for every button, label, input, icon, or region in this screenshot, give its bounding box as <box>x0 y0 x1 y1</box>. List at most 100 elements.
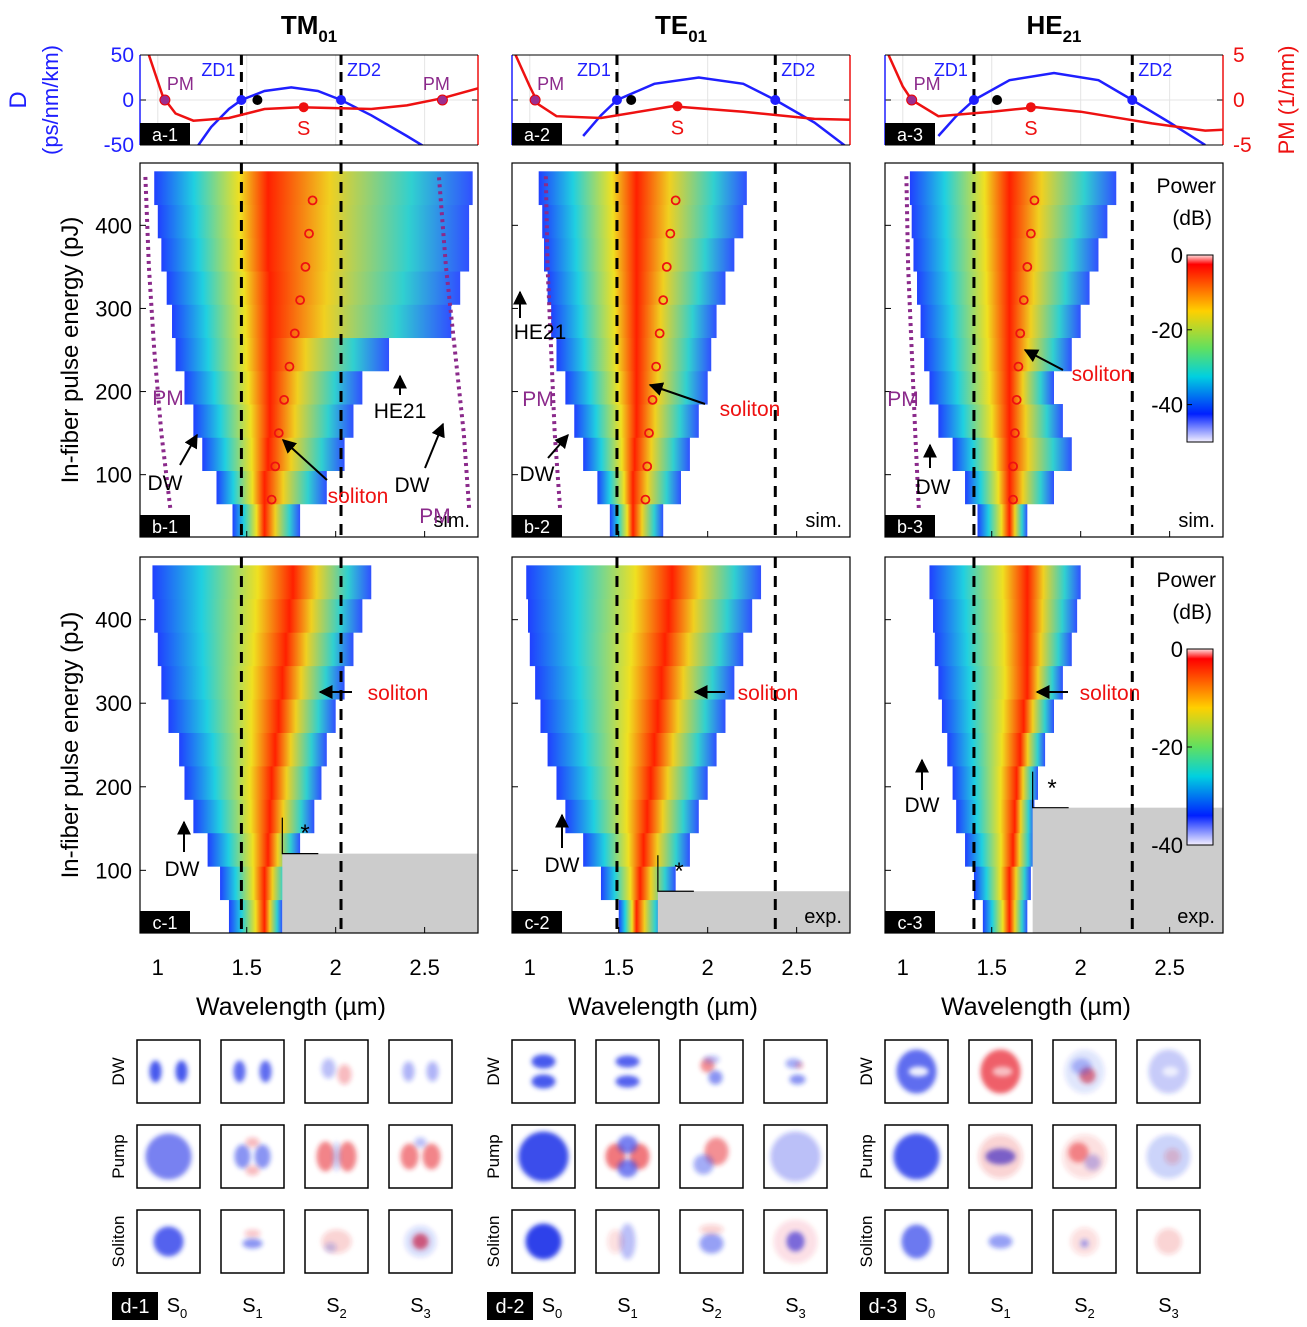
spectrum-row <box>154 171 472 205</box>
stokes-param-sub: 1 <box>256 1306 263 1321</box>
column-title-sub: 21 <box>1063 27 1082 46</box>
spectrum-row <box>535 666 734 700</box>
zd-label: ZD2 <box>1138 60 1172 80</box>
stokes-param-main: S <box>785 1295 798 1317</box>
annotation: DW <box>905 794 940 817</box>
zd-point <box>1127 95 1137 105</box>
y-axis-label-unit: (ps/nm/km) <box>38 45 63 155</box>
stokes-param-main: S <box>1158 1295 1171 1317</box>
y-axis-label: D <box>5 91 32 108</box>
stokes-param: S1 <box>990 1295 1011 1321</box>
annotation: PM <box>152 387 184 410</box>
stokes-image <box>305 1125 368 1188</box>
stokes-param: S3 <box>785 1295 806 1321</box>
stokes-row-label: DW <box>109 1057 128 1085</box>
spectrum-row <box>912 205 1108 239</box>
stokes-image <box>512 1040 575 1103</box>
curve <box>193 87 433 152</box>
panel-note: exp. <box>804 906 842 928</box>
s-point <box>1026 102 1036 112</box>
colorbar-title: Power <box>1156 569 1216 592</box>
x-tick-label: 2.5 <box>1154 955 1185 980</box>
spectrum-row <box>938 404 1063 438</box>
spectrum-row <box>548 732 717 766</box>
annotation: * <box>300 820 309 847</box>
colorbar-unit: (dB) <box>1172 601 1212 624</box>
spectrum-row <box>947 732 1045 766</box>
y-tick-label: 300 <box>95 691 132 716</box>
spectrum-row <box>942 699 1054 733</box>
stokes-image <box>221 1125 284 1188</box>
spectrum-row <box>158 632 354 666</box>
stokes-param: S2 <box>701 1295 722 1321</box>
annotation: soliton <box>738 682 799 705</box>
x-axis-label: Wavelength (µm) <box>568 993 758 1021</box>
spectrum-row <box>556 338 711 372</box>
spectrum-row <box>929 565 1080 599</box>
y-tick-label: 50 <box>111 44 134 67</box>
spectrum-row <box>978 504 1028 538</box>
stokes-image <box>596 1125 659 1188</box>
spectrum-row <box>176 338 389 372</box>
panel-label: c-2 <box>524 913 549 933</box>
spectrum-row <box>565 371 707 405</box>
stokes-image <box>512 1125 575 1188</box>
annotation-arrow <box>180 435 197 465</box>
stokes-image <box>969 1040 1032 1103</box>
x-tick-label: 1.5 <box>976 955 1007 980</box>
x-tick-label: 1 <box>524 955 536 980</box>
spectrum-row <box>530 632 743 666</box>
spectrum-row <box>917 271 1090 305</box>
x-tick-label: 1 <box>897 955 909 980</box>
panel-label: b-3 <box>897 517 923 537</box>
zd-label: ZD1 <box>577 60 611 80</box>
pump-point <box>992 95 1002 105</box>
s-point <box>299 102 309 112</box>
spectrum-row <box>184 371 362 405</box>
y-tick-label: 200 <box>95 775 132 800</box>
stokes-param-sub: 3 <box>799 1306 806 1321</box>
spectrum-row <box>193 404 353 438</box>
x-tick-label: 2 <box>1075 955 1087 980</box>
stokes-row-label: DW <box>484 1057 503 1085</box>
stokes-param-main: S <box>990 1295 1003 1317</box>
stokes-image <box>305 1210 368 1273</box>
spectrum-row <box>161 238 469 272</box>
stokes-param-main: S <box>326 1295 339 1317</box>
stokes-image <box>680 1040 743 1103</box>
spectrum-row <box>597 471 681 505</box>
s-point <box>672 101 682 111</box>
stokes-image <box>1053 1210 1116 1273</box>
spectrum-row <box>528 599 752 633</box>
stokes-image <box>969 1125 1032 1188</box>
column-title: TE01 <box>655 10 707 46</box>
colorbar-tick-label: -20 <box>1151 735 1183 760</box>
spectrum-row <box>574 404 699 438</box>
colorbar-tick-label: 0 <box>1171 243 1183 268</box>
stokes-image <box>137 1040 200 1103</box>
panel-note: sim. <box>805 510 842 532</box>
stokes-image <box>389 1040 452 1103</box>
group-label: d-3 <box>869 1296 898 1318</box>
spectrum-row <box>216 471 326 505</box>
colorbar-tick-label: -40 <box>1151 833 1183 858</box>
panel-label: a-2 <box>524 125 550 145</box>
column-title: HE21 <box>1027 10 1082 46</box>
zd-label: ZD2 <box>781 60 815 80</box>
spectrum-row <box>542 205 743 239</box>
spectrum-row <box>910 171 1116 205</box>
annotation: DW <box>165 858 200 881</box>
spectrum-row <box>168 699 335 733</box>
stokes-image <box>596 1040 659 1103</box>
panel-label: b-1 <box>152 517 178 537</box>
y-axis-label: In-fiber pulse energy (pJ) <box>57 217 84 484</box>
stokes-image <box>1053 1040 1116 1103</box>
spectrum-row <box>565 799 698 833</box>
zd-label: ZD1 <box>201 60 235 80</box>
spectrum-row <box>935 632 1072 666</box>
stokes-param: S3 <box>1158 1295 1179 1321</box>
stokes-image <box>764 1125 827 1188</box>
spectrum-row <box>540 699 725 733</box>
annotation: DW <box>520 463 555 486</box>
annotation-arrow <box>548 435 568 458</box>
